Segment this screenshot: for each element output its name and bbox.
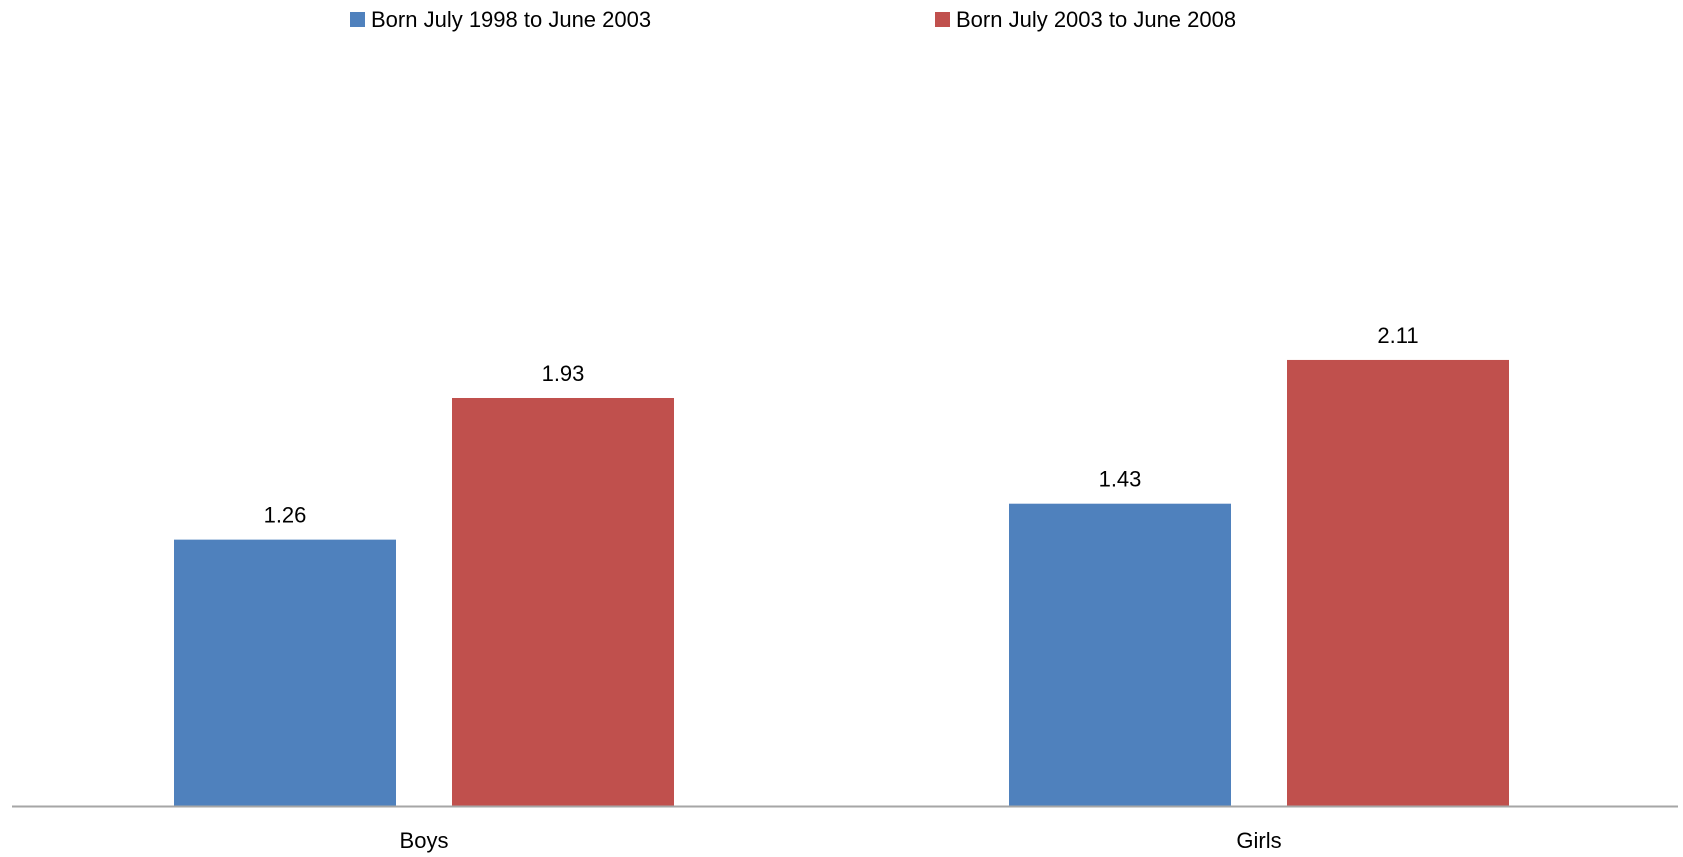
data-label-boys-series-2: 1.93	[542, 361, 585, 386]
bars-group	[174, 359, 1509, 806]
legend-label-1: Born July 1998 to June 2003	[371, 7, 651, 32]
data-label-girls-series-1: 1.43	[1099, 467, 1142, 492]
legend-swatch-1	[350, 12, 365, 27]
data-labels-group: 1.26 1.93 1.43 2.11	[264, 323, 1419, 528]
bar-girls-series-2	[1287, 359, 1509, 806]
bar-boys-series-2	[452, 397, 674, 806]
category-label-boys: Boys	[400, 828, 449, 853]
bar-girls-series-1	[1009, 503, 1231, 806]
data-label-girls-series-2: 2.11	[1377, 323, 1418, 348]
legend-label-2: Born July 2003 to June 2008	[956, 7, 1236, 32]
data-label-boys-series-1: 1.26	[264, 503, 307, 528]
legend: Born July 1998 to June 2003 Born July 200…	[350, 7, 1236, 32]
category-label-girls: Girls	[1236, 828, 1281, 853]
bar-boys-series-1	[174, 539, 396, 806]
legend-swatch-2	[935, 12, 950, 27]
category-labels-group: Boys Girls	[400, 828, 1282, 853]
